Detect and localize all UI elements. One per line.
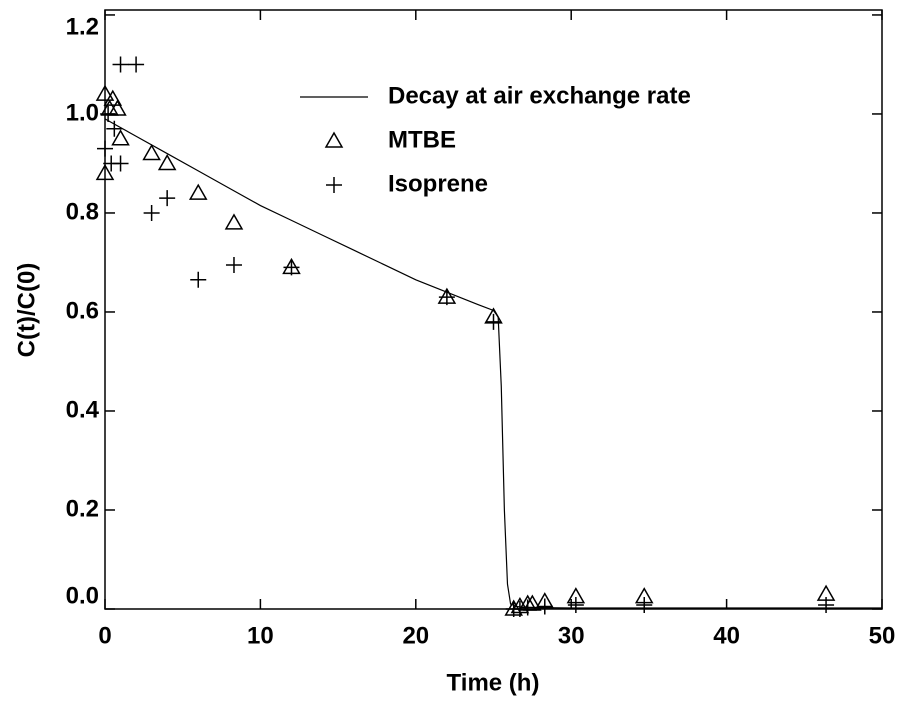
x-tick-label: 50 xyxy=(869,622,896,649)
triangle-marker xyxy=(103,89,123,106)
triangle-marker xyxy=(224,213,244,230)
legend-marker xyxy=(324,131,344,148)
legend-label: Decay at air exchange rate xyxy=(388,82,691,109)
plus-marker xyxy=(536,598,553,615)
y-tick-label: 0.6 xyxy=(66,297,99,324)
legend-label: MTBE xyxy=(388,126,456,153)
y-tick-label: 0.8 xyxy=(66,198,99,225)
x-tick-label: 20 xyxy=(402,622,429,649)
x-tick-label: 0 xyxy=(98,622,111,649)
x-tick-label: 10 xyxy=(247,622,274,649)
x-axis-label: Time (h) xyxy=(447,669,540,696)
plus-marker xyxy=(511,601,528,617)
y-tick-label: 0.4 xyxy=(66,396,100,423)
decay-line xyxy=(104,118,882,609)
triangle-marker xyxy=(111,129,130,146)
plus-marker xyxy=(225,256,242,273)
triangle-marker xyxy=(142,144,161,161)
plus-marker xyxy=(283,259,300,276)
triangle-marker xyxy=(157,153,177,171)
plot-frame xyxy=(104,9,883,610)
plus-marker xyxy=(567,597,584,614)
plus-marker xyxy=(159,190,176,207)
plus-marker xyxy=(519,599,536,616)
triangle-marker xyxy=(100,99,119,116)
plus-marker xyxy=(100,105,117,122)
y-tick-label: 1.2 xyxy=(66,13,99,40)
x-tick-label: 40 xyxy=(713,622,740,649)
plus-marker xyxy=(818,597,835,614)
triangle-marker xyxy=(108,99,127,116)
plus-marker xyxy=(106,120,123,137)
plus-marker xyxy=(112,155,129,172)
plus-marker xyxy=(143,204,160,221)
y-tick-label: 1.0 xyxy=(66,99,99,126)
y-axis-label: C(t)/C(0) xyxy=(13,263,40,358)
plus-marker xyxy=(485,313,502,330)
x-tick-label: 30 xyxy=(558,622,585,649)
legend-label: Isoprene xyxy=(388,170,488,197)
plus-marker xyxy=(438,289,455,306)
plus-marker xyxy=(97,140,113,157)
plus-marker xyxy=(112,56,129,73)
triangle-marker xyxy=(95,163,115,181)
triangle-marker xyxy=(95,84,115,101)
y-tick-label: 0.2 xyxy=(66,495,99,522)
triangle-marker xyxy=(188,183,208,200)
y-tick-label: 0.0 xyxy=(66,582,99,609)
plus-marker xyxy=(128,56,145,73)
legend-marker xyxy=(326,177,342,193)
plus-marker xyxy=(636,597,653,614)
plus-marker xyxy=(190,271,207,288)
